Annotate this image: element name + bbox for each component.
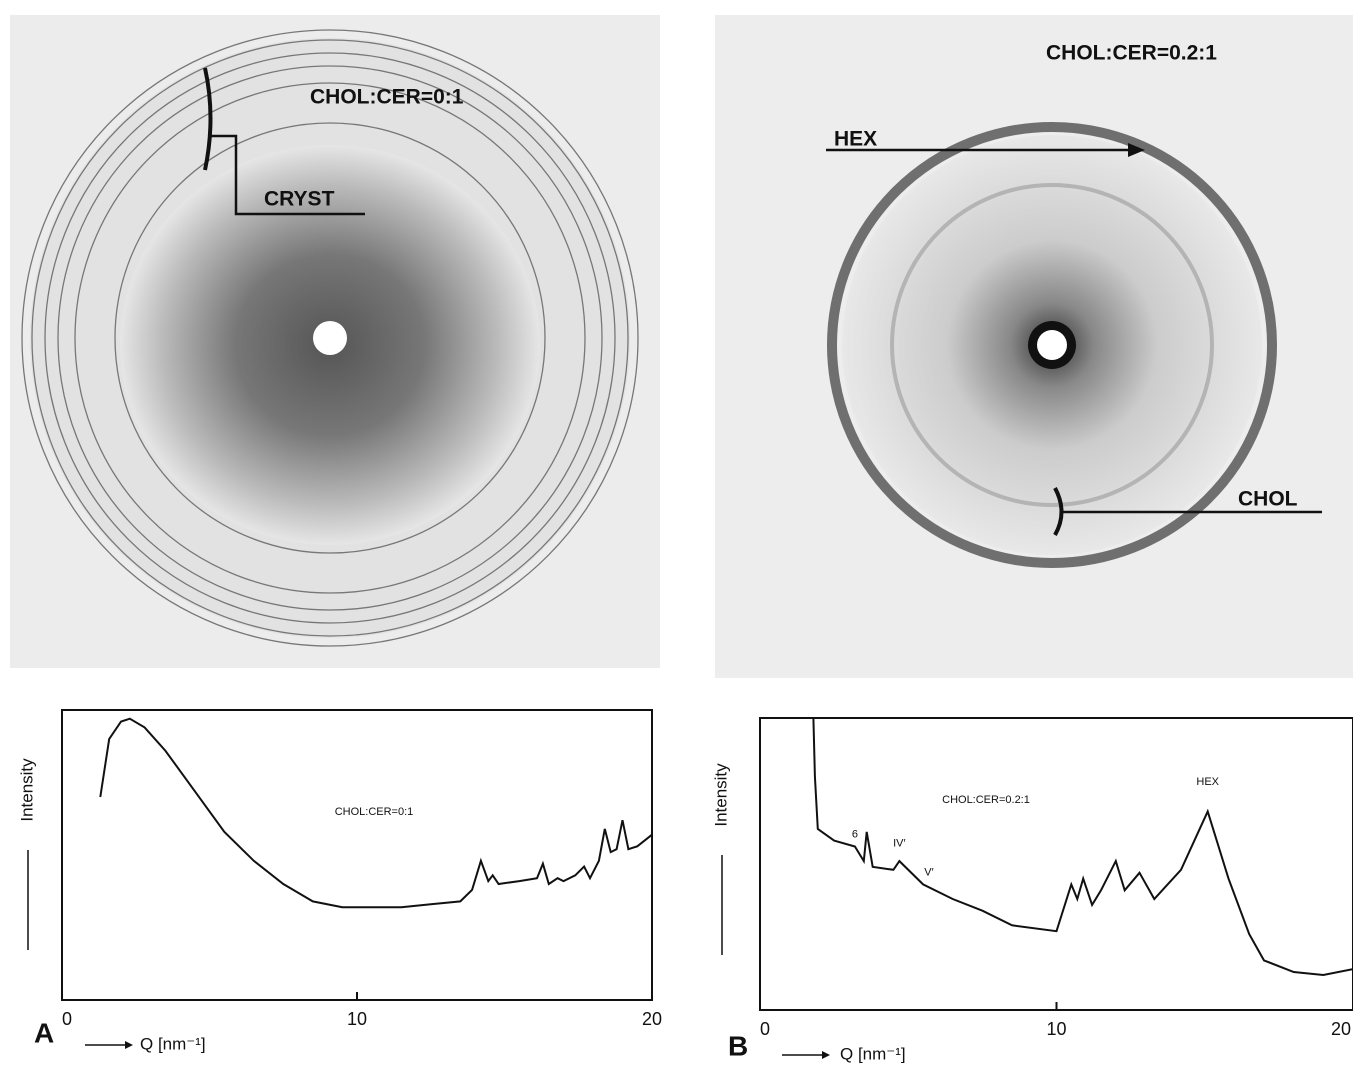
x-axis-label: Q [nm⁻¹] xyxy=(840,1044,906,1063)
annotation: CHOL xyxy=(1238,488,1298,511)
y-axis-label: Intensity xyxy=(711,763,730,827)
peak-annotation: IV′ xyxy=(893,837,905,849)
peak-annotation: HEX xyxy=(1196,776,1219,788)
x-tick-label: 20 xyxy=(1331,1019,1351,1039)
plot-frame xyxy=(61,709,653,1001)
image-label: CHOL:CER=0.2:1 xyxy=(1046,42,1217,65)
peak-annotation: V′ xyxy=(924,867,933,879)
annotation: HEX xyxy=(834,128,877,151)
x-tick-label: 20 xyxy=(642,1009,662,1029)
chart-title: CHOL:CER=0.2:1 xyxy=(942,794,1030,806)
intensity-curve xyxy=(99,717,653,909)
x-tick-label: 0 xyxy=(62,1009,72,1029)
x-tick-label: 10 xyxy=(347,1009,367,1029)
x-axis-label: Q [nm⁻¹] xyxy=(140,1034,206,1053)
diffraction-image-a: CHOL:CER=0:1 CRYST xyxy=(10,15,660,668)
axis-arrowhead xyxy=(822,1051,830,1059)
x-tick-label: 10 xyxy=(1046,1019,1066,1039)
plot-frame xyxy=(759,717,1353,1011)
diffraction-image-b: CHOL:CER=0.2:1 HEX CHOL xyxy=(715,15,1353,678)
annotation: CRYST xyxy=(264,188,335,211)
y-axis-label: Intensity xyxy=(17,758,36,822)
panel-letter: A xyxy=(34,1017,54,1048)
peak-annotation: 6 xyxy=(852,829,858,841)
x-tick-label: 0 xyxy=(760,1019,770,1039)
intensity-curve xyxy=(812,717,1353,977)
image-label: CHOL:CER=0:1 xyxy=(310,86,464,109)
panel-letter: B xyxy=(728,1030,748,1061)
axis-arrowhead xyxy=(125,1041,133,1049)
chart-title: CHOL:CER=0:1 xyxy=(335,806,414,818)
